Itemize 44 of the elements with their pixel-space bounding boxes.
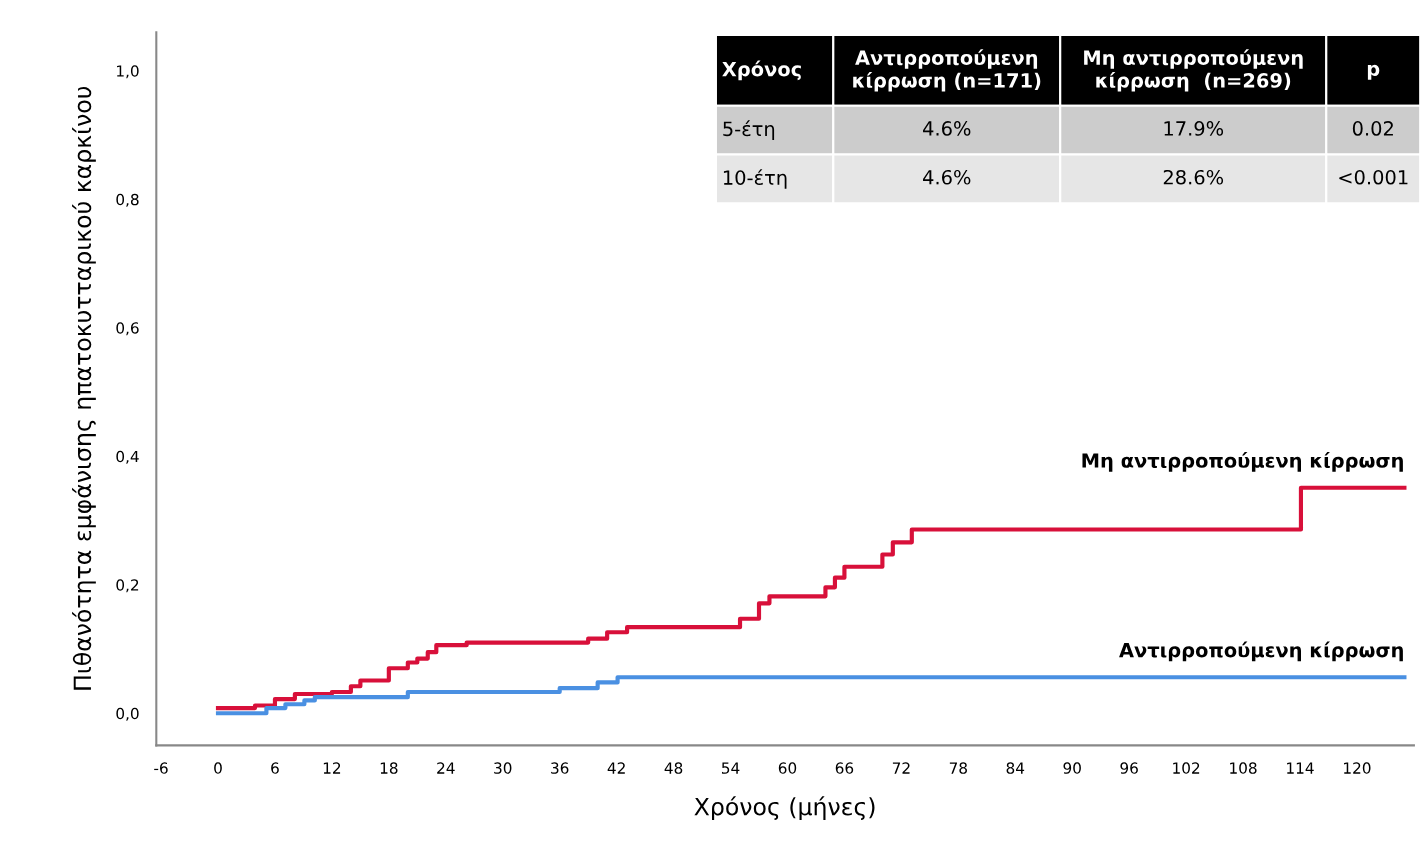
annotation: 4.6% <box>923 121 971 136</box>
x-tick-label: 66 <box>835 762 854 774</box>
x-tick-label: 78 <box>949 762 967 774</box>
x-tick-label: 36 <box>551 762 569 774</box>
annotation: 0.02 <box>1352 121 1393 136</box>
annotation: 5-έτη <box>723 120 775 140</box>
x-tick-label: 72 <box>892 762 910 774</box>
y-tick-label: 0,4 <box>116 450 139 464</box>
x-tick-label: -6 <box>154 762 168 774</box>
x-tick-label: 114 <box>1287 762 1314 774</box>
annotation: 17.9% <box>1164 121 1224 136</box>
x-tick-label: 42 <box>607 762 625 774</box>
annotation: 10-έτη <box>723 169 787 189</box>
x-tick-label: 48 <box>664 762 683 774</box>
x-tick-label: 24 <box>437 762 455 774</box>
x-tick-label: 84 <box>1006 762 1025 774</box>
x-tick-label: 90 <box>1063 762 1081 774</box>
x-tick-label: 96 <box>1120 762 1138 774</box>
x-tick-label: 6 <box>271 762 279 774</box>
y-axis-title: Πιθανότητα εμφάνισης ηπατοκυτταρικού καρκίνου <box>72 86 96 690</box>
x-tick-label: 0 <box>214 762 222 774</box>
series-label: Μη αντιρροπούμενη κίρρωση <box>1082 452 1403 472</box>
x-tick-label: 18 <box>380 762 398 774</box>
annotation: 4.6% <box>923 169 971 185</box>
y-tick-label: 0,6 <box>116 322 139 336</box>
y-tick-label: 0,8 <box>116 193 139 207</box>
x-tick-label: 12 <box>323 762 341 774</box>
x-tick-label: 102 <box>1173 762 1200 774</box>
x-tick-label: 108 <box>1230 762 1257 774</box>
series-label: Αντιρροπούμενη κίρρωση <box>1119 641 1403 662</box>
y-tick-label: 0,0 <box>116 707 139 721</box>
annotation: 28.6% <box>1163 169 1224 185</box>
annotation: Χρόνος <box>722 60 801 81</box>
x-axis-title: Χρόνος (μήνες) <box>694 796 875 821</box>
annotation: Αντιρροπούμενη κίρρωση (n=171) <box>853 49 1041 92</box>
y-tick-label: 1,0 <box>117 65 139 79</box>
x-tick-label: 120 <box>1344 762 1371 774</box>
y-tick-label: 0,2 <box>116 579 139 593</box>
annotation: Μη αντιρροπούμενη κίρρωση (n=269) <box>1084 49 1303 92</box>
x-tick-label: 54 <box>721 762 740 774</box>
x-tick-label: 60 <box>778 762 797 774</box>
x-tick-label: 30 <box>494 762 512 774</box>
annotation: p <box>1367 64 1380 80</box>
annotation: <0.001 <box>1339 169 1408 185</box>
